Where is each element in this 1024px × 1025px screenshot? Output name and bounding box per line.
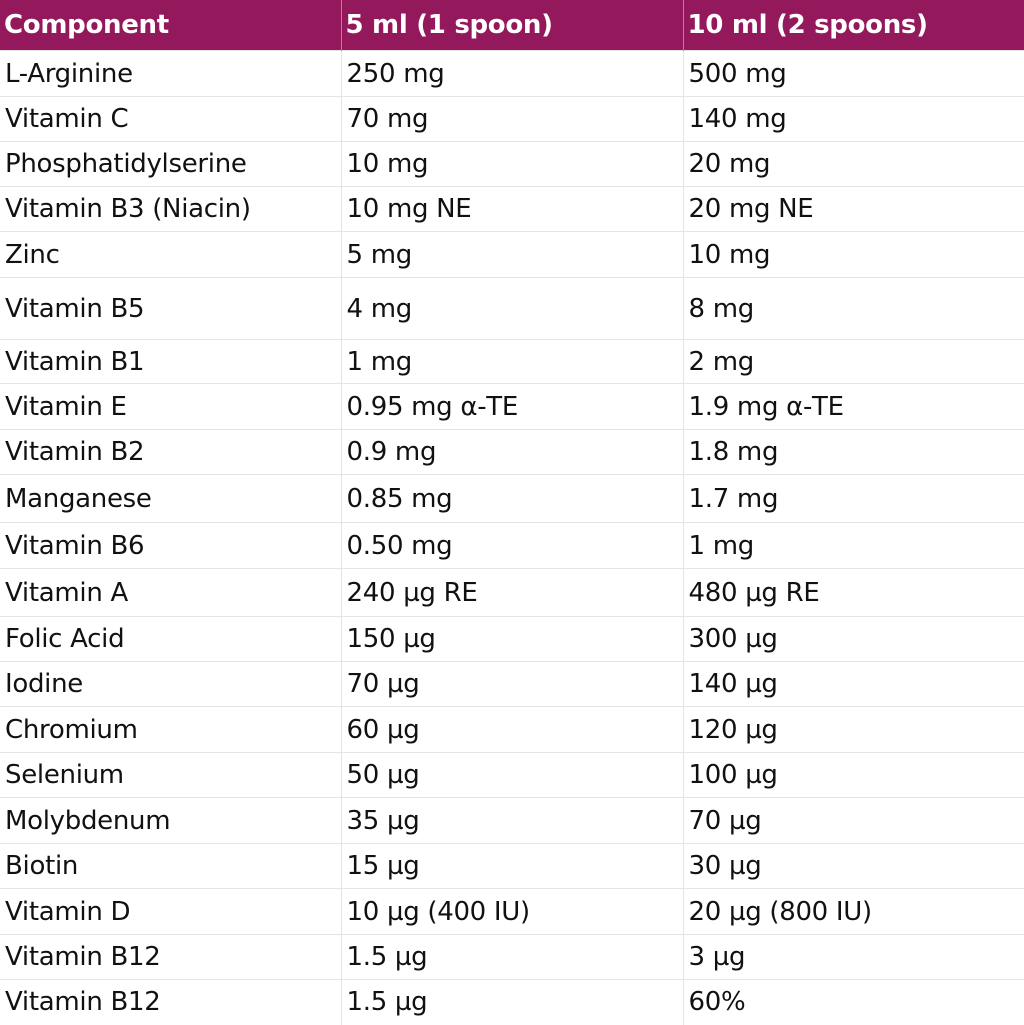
cell-component: Vitamin B12 (0, 934, 342, 980)
cell-dose-5ml: 10 µg (400 IU) (341, 888, 684, 935)
table-row: Vitamin A 240 µg RE 480 µg RE (0, 568, 1024, 617)
header-dose-10ml: 10 ml (2 spoons) (683, 0, 1024, 51)
cell-component: Vitamin E (0, 383, 342, 430)
header-dose-5ml: 5 ml (1 spoon) (341, 0, 684, 51)
cell-dose-5ml: 70 mg (341, 96, 684, 142)
cell-dose-10ml: 60% (683, 979, 1024, 1025)
cell-dose-10ml: 30 µg (683, 843, 1024, 889)
cell-dose-10ml: 20 µg (800 IU) (683, 888, 1024, 935)
cell-dose-5ml: 60 µg (341, 706, 684, 753)
table-row: Zinc 5 mg 10 mg (0, 231, 1024, 278)
header-component: Component (0, 0, 342, 51)
table-row: Vitamin B2 0.9 mg 1.8 mg (0, 429, 1024, 475)
cell-dose-10ml: 140 mg (683, 96, 1024, 142)
cell-dose-5ml: 0.9 mg (341, 429, 684, 475)
table-row: Phosphatidylserine 10 mg 20 mg (0, 141, 1024, 187)
cell-component: L-Arginine (0, 50, 342, 97)
table-row: Molybdenum 35 µg 70 µg (0, 797, 1024, 844)
cell-dose-10ml: 140 µg (683, 661, 1024, 707)
cell-dose-5ml: 250 mg (341, 50, 684, 97)
cell-component: Chromium (0, 706, 342, 753)
cell-dose-5ml: 150 µg (341, 616, 684, 662)
cell-dose-10ml: 480 µg RE (683, 568, 1024, 617)
cell-dose-5ml: 0.50 mg (341, 522, 684, 569)
cell-dose-5ml: 70 µg (341, 661, 684, 707)
cell-dose-10ml: 70 µg (683, 797, 1024, 844)
table-row: Iodine 70 µg 140 µg (0, 661, 1024, 707)
cell-dose-10ml: 1.8 mg (683, 429, 1024, 475)
table-row: Vitamin B12 1.5 µg 3 µg (0, 934, 1024, 980)
cell-dose-5ml: 35 µg (341, 797, 684, 844)
cell-component: Zinc (0, 231, 342, 278)
table-row: Vitamin D 10 µg (400 IU) 20 µg (800 IU) (0, 888, 1024, 935)
cell-component: Vitamin B5 (0, 277, 342, 340)
cell-dose-10ml: 10 mg (683, 231, 1024, 278)
cell-dose-5ml: 0.95 mg α-TE (341, 383, 684, 430)
cell-dose-5ml: 15 µg (341, 843, 684, 889)
cell-component: Vitamin B3 (Niacin) (0, 186, 342, 232)
cell-dose-10ml: 300 µg (683, 616, 1024, 662)
cell-component: Vitamin B12 (0, 979, 342, 1025)
cell-dose-10ml: 2 mg (683, 339, 1024, 384)
table-row: Vitamin B1 1 mg 2 mg (0, 339, 1024, 384)
cell-dose-5ml: 1 mg (341, 339, 684, 384)
table-row: Vitamin B12 1.5 µg 60% (0, 979, 1024, 1025)
table-row: Vitamin C 70 mg 140 mg (0, 96, 1024, 142)
cell-component: Vitamin D (0, 888, 342, 935)
cell-dose-10ml: 1.9 mg α-TE (683, 383, 1024, 430)
cell-component: Vitamin B1 (0, 339, 342, 384)
cell-component: Biotin (0, 843, 342, 889)
cell-component: Molybdenum (0, 797, 342, 844)
table-row: Vitamin B6 0.50 mg 1 mg (0, 522, 1024, 569)
cell-dose-10ml: 100 µg (683, 752, 1024, 798)
cell-dose-5ml: 4 mg (341, 277, 684, 340)
table-row: Vitamin B5 4 mg 8 mg (0, 277, 1024, 340)
table-body: L-Arginine 250 mg 500 mg Vitamin C 70 mg 140 … (0, 50, 1024, 1025)
table-row: Chromium 60 µg 120 µg (0, 706, 1024, 753)
cell-dose-10ml: 8 mg (683, 277, 1024, 340)
cell-dose-5ml: 5 mg (341, 231, 684, 278)
cell-dose-10ml: 1 mg (683, 522, 1024, 569)
cell-dose-5ml: 1.5 µg (341, 934, 684, 980)
cell-dose-10ml: 20 mg NE (683, 186, 1024, 232)
cell-component: Manganese (0, 474, 342, 523)
cell-dose-10ml: 20 mg (683, 141, 1024, 187)
cell-dose-5ml: 10 mg NE (341, 186, 684, 232)
cell-component: Folic Acid (0, 616, 342, 662)
table-row: Vitamin B3 (Niacin) 10 mg NE 20 mg NE (0, 186, 1024, 232)
table-row: Biotin 15 µg 30 µg (0, 843, 1024, 889)
cell-component: Phosphatidylserine (0, 141, 342, 187)
cell-component: Vitamin A (0, 568, 342, 617)
table-row: Folic Acid 150 µg 300 µg (0, 616, 1024, 662)
table-row: L-Arginine 250 mg 500 mg (0, 50, 1024, 97)
header-row: Component 5 ml (1 spoon) 10 ml (2 spoons… (0, 0, 1024, 51)
table-row: Manganese 0.85 mg 1.7 mg (0, 474, 1024, 523)
cell-dose-5ml: 240 µg RE (341, 568, 684, 617)
cell-dose-10ml: 3 µg (683, 934, 1024, 980)
cell-component: Vitamin C (0, 96, 342, 142)
cell-dose-5ml: 0.85 mg (341, 474, 684, 523)
cell-component: Iodine (0, 661, 342, 707)
table-row: Selenium 50 µg 100 µg (0, 752, 1024, 798)
table-row: Vitamin E 0.95 mg α-TE 1.9 mg α-TE (0, 383, 1024, 430)
cell-component: Vitamin B6 (0, 522, 342, 569)
cell-dose-10ml: 120 µg (683, 706, 1024, 753)
cell-dose-5ml: 10 mg (341, 141, 684, 187)
cell-component: Selenium (0, 752, 342, 798)
cell-dose-10ml: 1.7 mg (683, 474, 1024, 523)
cell-dose-10ml: 500 mg (683, 50, 1024, 97)
cell-component: Vitamin B2 (0, 429, 342, 475)
cell-dose-5ml: 1.5 µg (341, 979, 684, 1025)
cell-dose-5ml: 50 µg (341, 752, 684, 798)
